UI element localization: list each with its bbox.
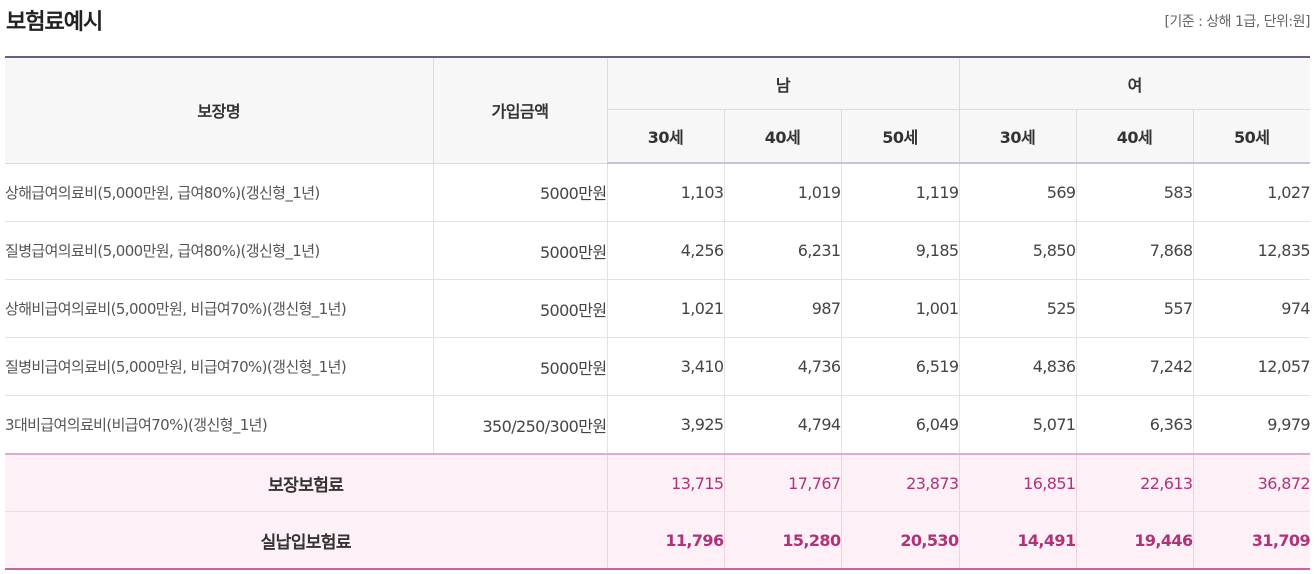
premium-cell: 4,736: [723, 337, 841, 396]
premium-cell: 5,850: [958, 221, 1076, 280]
premium-cell: 3,410: [606, 337, 724, 396]
premium-cell: 557: [1075, 279, 1193, 338]
header-age: 30세: [958, 109, 1076, 164]
table-row: 질병비급여의료비(5,000만원, 비급여70%)(갱신형_1년) 5000만원…: [5, 337, 1311, 396]
unit-note: [기준 : 상해 1급, 단위:원]: [1164, 14, 1310, 30]
total-cell: 36,872: [1192, 453, 1311, 512]
header-age: 30세: [606, 109, 724, 164]
premium-cell: 1,019: [723, 163, 841, 222]
premium-cell: 6,231: [723, 221, 841, 280]
total-label: 보장보험료: [5, 453, 607, 512]
total-cell: 17,767: [723, 453, 841, 512]
total-cell: 13,715: [606, 453, 724, 512]
premium-cell: 7,868: [1075, 221, 1193, 280]
total-cell: 19,446: [1075, 511, 1193, 570]
total-cell: 11,796: [606, 511, 724, 570]
premium-cell: 9,979: [1192, 395, 1311, 455]
page-title: 보험료예시: [6, 10, 103, 35]
coverage-amount: 5000만원: [432, 279, 607, 338]
total-row-paid: 실납입보험료 11,796 15,280 20,530 14,491 19,44…: [5, 511, 1311, 570]
premium-cell: 4,836: [958, 337, 1076, 396]
header-female: 여: [958, 57, 1311, 110]
premium-table: 보장명 가입금액 남 여 30세 40세 50세 30세 40세 50세 상해급…: [5, 56, 1311, 570]
premium-cell: 5,071: [958, 395, 1076, 455]
coverage-name: 상해비급여의료비(5,000만원, 비급여70%)(갱신형_1년): [5, 279, 433, 338]
table-row: 질병급여의료비(5,000만원, 급여80%)(갱신형_1년) 5000만원 4…: [5, 221, 1311, 280]
total-cell: 20,530: [840, 511, 959, 570]
total-label: 실납입보험료: [5, 511, 607, 570]
premium-cell: 1,021: [606, 279, 724, 338]
header-age: 40세: [723, 109, 841, 164]
premium-cell: 974: [1192, 279, 1311, 338]
coverage-amount: 5000만원: [432, 221, 607, 280]
premium-cell: 9,185: [840, 221, 959, 280]
total-cell: 15,280: [723, 511, 841, 570]
premium-cell: 12,057: [1192, 337, 1311, 396]
header-age: 50세: [1192, 109, 1311, 164]
table-row: 상해비급여의료비(5,000만원, 비급여70%)(갱신형_1년) 5000만원…: [5, 279, 1311, 338]
premium-cell: 6,049: [840, 395, 959, 455]
premium-cell: 4,256: [606, 221, 724, 280]
total-row-coverage: 보장보험료 13,715 17,767 23,873 16,851 22,613…: [5, 453, 1311, 512]
premium-cell: 1,119: [840, 163, 959, 222]
table-row: 3대비급여의료비(비급여70%)(갱신형_1년) 350/250/300만원 3…: [5, 395, 1311, 455]
premium-cell: 987: [723, 279, 841, 338]
coverage-name: 질병급여의료비(5,000만원, 급여80%)(갱신형_1년): [5, 221, 433, 280]
premium-cell: 12,835: [1192, 221, 1311, 280]
header-amount: 가입금액: [432, 57, 607, 164]
total-cell: 14,491: [958, 511, 1076, 570]
coverage-name: 질병비급여의료비(5,000만원, 비급여70%)(갱신형_1년): [5, 337, 433, 396]
premium-cell: 1,103: [606, 163, 724, 222]
header-age: 40세: [1075, 109, 1193, 164]
coverage-name: 3대비급여의료비(비급여70%)(갱신형_1년): [5, 395, 433, 455]
header-age: 50세: [840, 109, 959, 164]
total-cell: 31,709: [1192, 511, 1311, 570]
table-row: 상해급여의료비(5,000만원, 급여80%)(갱신형_1년) 5000만원 1…: [5, 163, 1311, 222]
premium-cell: 3,925: [606, 395, 724, 455]
premium-cell: 4,794: [723, 395, 841, 455]
total-cell: 16,851: [958, 453, 1076, 512]
premium-cell: 525: [958, 279, 1076, 338]
coverage-amount: 5000만원: [432, 163, 607, 222]
header-male: 남: [606, 57, 959, 110]
premium-cell: 583: [1075, 163, 1193, 222]
coverage-amount: 5000만원: [432, 337, 607, 396]
header-coverage: 보장명: [5, 57, 433, 164]
premium-cell: 1,027: [1192, 163, 1311, 222]
premium-cell: 6,519: [840, 337, 959, 396]
premium-cell: 569: [958, 163, 1076, 222]
premium-cell: 1,001: [840, 279, 959, 338]
total-cell: 22,613: [1075, 453, 1193, 512]
total-cell: 23,873: [840, 453, 959, 512]
premium-cell: 7,242: [1075, 337, 1193, 396]
premium-cell: 6,363: [1075, 395, 1193, 455]
coverage-name: 상해급여의료비(5,000만원, 급여80%)(갱신형_1년): [5, 163, 433, 222]
coverage-amount: 350/250/300만원: [432, 395, 607, 455]
